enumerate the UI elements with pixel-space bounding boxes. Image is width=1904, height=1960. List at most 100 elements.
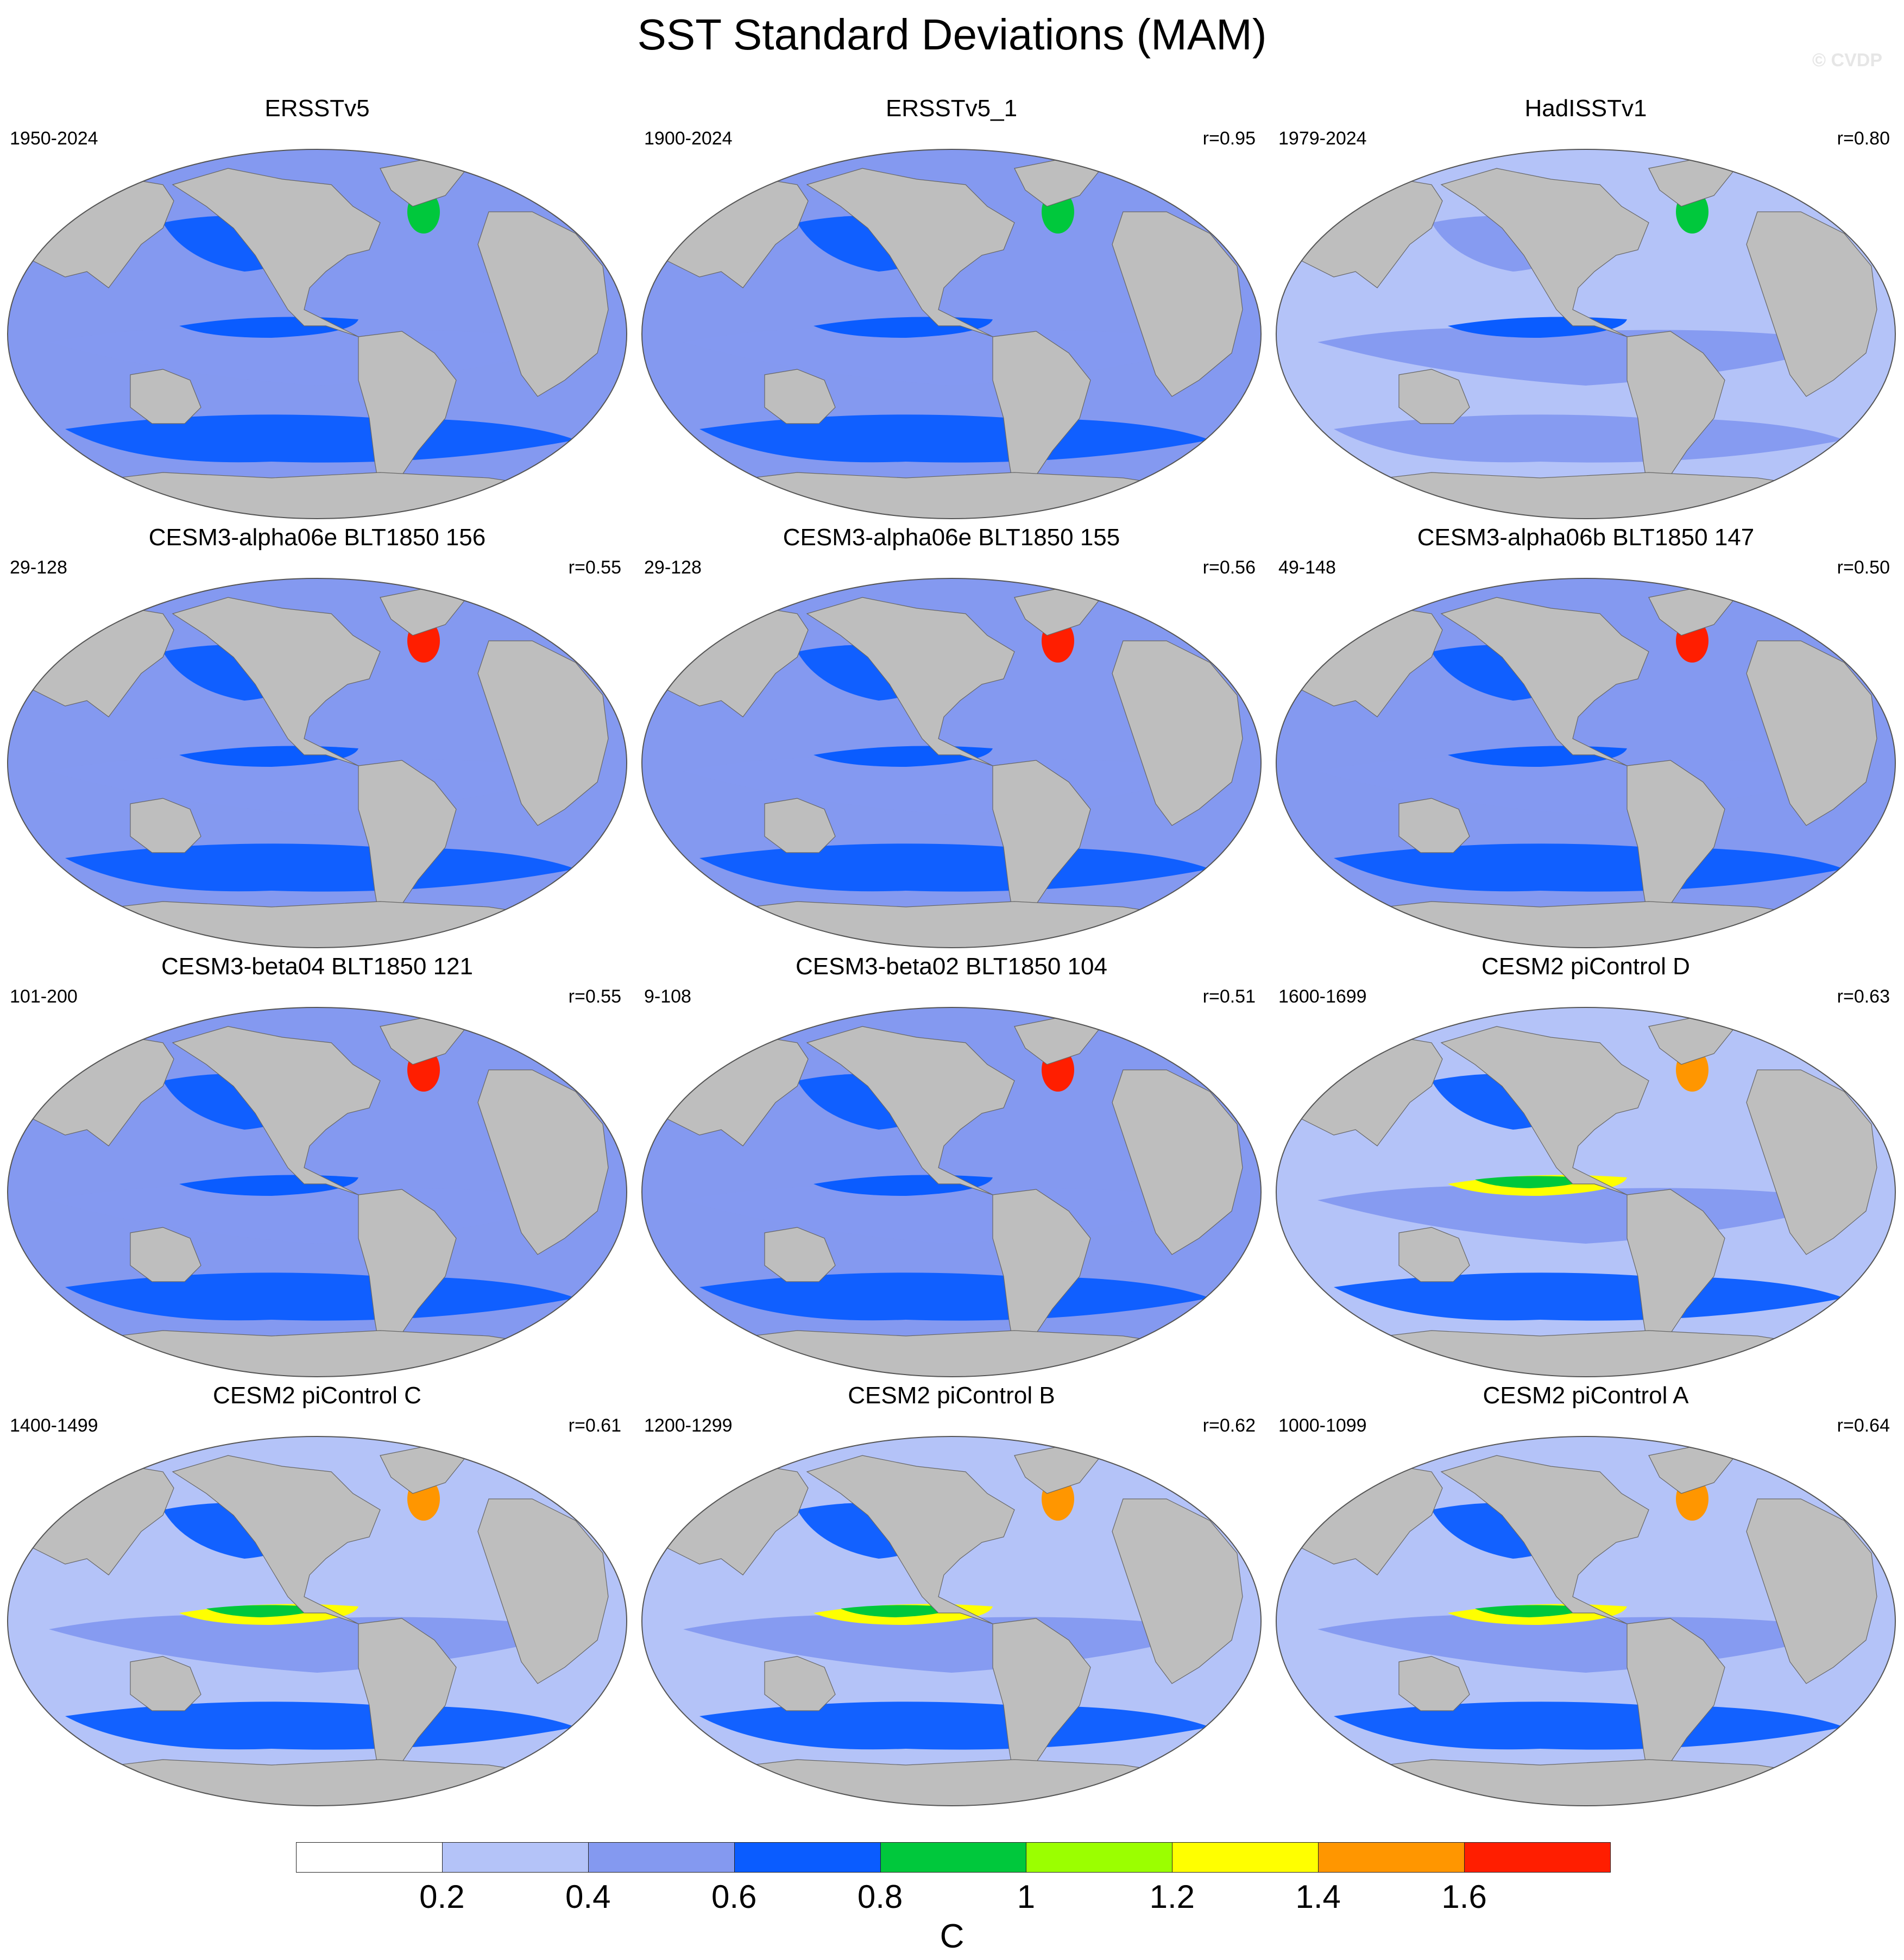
sst-contour (683, 327, 1221, 386)
panel-title: ERSSTv5 (264, 95, 370, 122)
panel-title: CESM2 piControl C (213, 1382, 421, 1409)
land (1338, 901, 1829, 948)
land (70, 1330, 560, 1377)
panel-title: CESM3-alpha06e BLT1850 155 (783, 524, 1120, 551)
world-map (641, 578, 1262, 948)
colorbar-segment (588, 1842, 735, 1873)
land (704, 1759, 1195, 1806)
world-map (7, 1007, 627, 1377)
land (172, 1455, 381, 1624)
map-panel: ERSSTv5 1950-2024 (0, 92, 634, 519)
land (1440, 597, 1649, 766)
panel-years: 1400-1499 (10, 1415, 98, 1436)
sst-contour (1317, 1615, 1855, 1673)
map-outline (641, 1007, 1262, 1377)
panel-title: CESM2 piControl A (1483, 1382, 1689, 1409)
land (1338, 1759, 1829, 1806)
land (992, 1189, 1091, 1353)
panel-title: CESM2 piControl D (1481, 953, 1690, 980)
world-map (7, 1436, 627, 1806)
map-outline (1276, 149, 1896, 519)
map-outline (641, 1436, 1262, 1806)
page-title: SST Standard Deviations (MAM) (637, 10, 1267, 59)
sst-contour (65, 1272, 576, 1321)
panel-years: 1200-1299 (644, 1415, 733, 1436)
panel-correlation: r=0.61 (568, 1415, 621, 1436)
land (130, 1227, 201, 1282)
land (172, 168, 381, 337)
panel-years: 49-148 (1278, 557, 1336, 578)
map-panel: CESM3-beta02 BLT1850 104 9-108 r=0.51 (634, 950, 1269, 1377)
sst-contour (683, 1615, 1221, 1673)
panel-title: CESM3-beta04 BLT1850 121 (161, 953, 473, 980)
map-panel: CESM3-alpha06e BLT1850 156 29-128 r=0.55 (0, 521, 634, 948)
panel-title: ERSSTv5_1 (885, 95, 1018, 122)
sst-contour (699, 1701, 1210, 1750)
panel-correlation: r=0.63 (1837, 986, 1890, 1007)
equatorial-tongue-core (841, 1605, 960, 1617)
map-outline (7, 578, 627, 948)
panel-years: 9-108 (644, 986, 691, 1007)
colorbar-segment (296, 1842, 443, 1873)
sst-contour (683, 1186, 1221, 1244)
panel-correlation: r=0.55 (568, 986, 621, 1007)
map-outline (1276, 578, 1896, 948)
sst-contour (699, 843, 1210, 892)
colorbar-segment (1026, 1842, 1173, 1873)
land (704, 901, 1195, 948)
land (477, 1069, 609, 1255)
land (1746, 1498, 1877, 1684)
map-outline (7, 149, 627, 519)
world-map (641, 149, 1262, 519)
world-map (641, 1007, 1262, 1377)
land (130, 1656, 201, 1711)
land (764, 798, 836, 853)
sst-contour (699, 1272, 1210, 1321)
panel-correlation: r=0.51 (1202, 986, 1256, 1007)
colorbar-segment (880, 1842, 1027, 1873)
panel-title: CESM2 piControl B (848, 1382, 1055, 1409)
map-panel: CESM3-beta04 BLT1850 121 101-200 r=0.55 (0, 950, 634, 1377)
panel-years: 1000-1099 (1278, 1415, 1367, 1436)
map-outline (1276, 1436, 1896, 1806)
sst-contour (65, 414, 576, 463)
panel-title: HadISSTv1 (1524, 95, 1647, 122)
panel-years: 1600-1699 (1278, 986, 1367, 1007)
colorbar-segment (1318, 1842, 1465, 1873)
sst-contour (65, 843, 576, 892)
land (1746, 211, 1877, 397)
colorbar-segment (1464, 1842, 1611, 1873)
panel-correlation: r=0.64 (1837, 1415, 1890, 1436)
land (1440, 168, 1649, 337)
land (1398, 1656, 1470, 1711)
world-map (1276, 1436, 1896, 1806)
land (1398, 1227, 1470, 1282)
colorbar (296, 1842, 1611, 1874)
land (1440, 1026, 1649, 1195)
colorbar-tick-label: 0.4 (565, 1879, 611, 1915)
panel-years: 1900-2024 (644, 128, 733, 149)
panel-correlation: r=0.62 (1202, 1415, 1256, 1436)
panel-correlation: r=0.95 (1202, 128, 1256, 149)
panel-correlation: r=0.56 (1202, 557, 1256, 578)
land (358, 1189, 457, 1353)
land (172, 1026, 381, 1195)
land (1112, 211, 1243, 397)
land (704, 1330, 1195, 1377)
land (1626, 331, 1725, 495)
panel-correlation: r=0.50 (1837, 557, 1890, 578)
map-panel: CESM3-alpha06b BLT1850 147 49-148 r=0.50 (1269, 521, 1903, 948)
map-outline (641, 149, 1262, 519)
land (1440, 1455, 1649, 1624)
land (1112, 1069, 1243, 1255)
land (806, 1026, 1015, 1195)
sst-contour (49, 757, 587, 815)
land (1626, 1189, 1725, 1353)
land (358, 760, 457, 924)
colorbar-tick-label: 1 (1017, 1879, 1036, 1915)
colorbar-tick-label: 1.6 (1441, 1879, 1487, 1915)
land (172, 597, 381, 766)
colorbar-tick-label: 1.2 (1149, 1879, 1195, 1915)
land (70, 901, 560, 948)
panel-years: 1979-2024 (1278, 128, 1367, 149)
